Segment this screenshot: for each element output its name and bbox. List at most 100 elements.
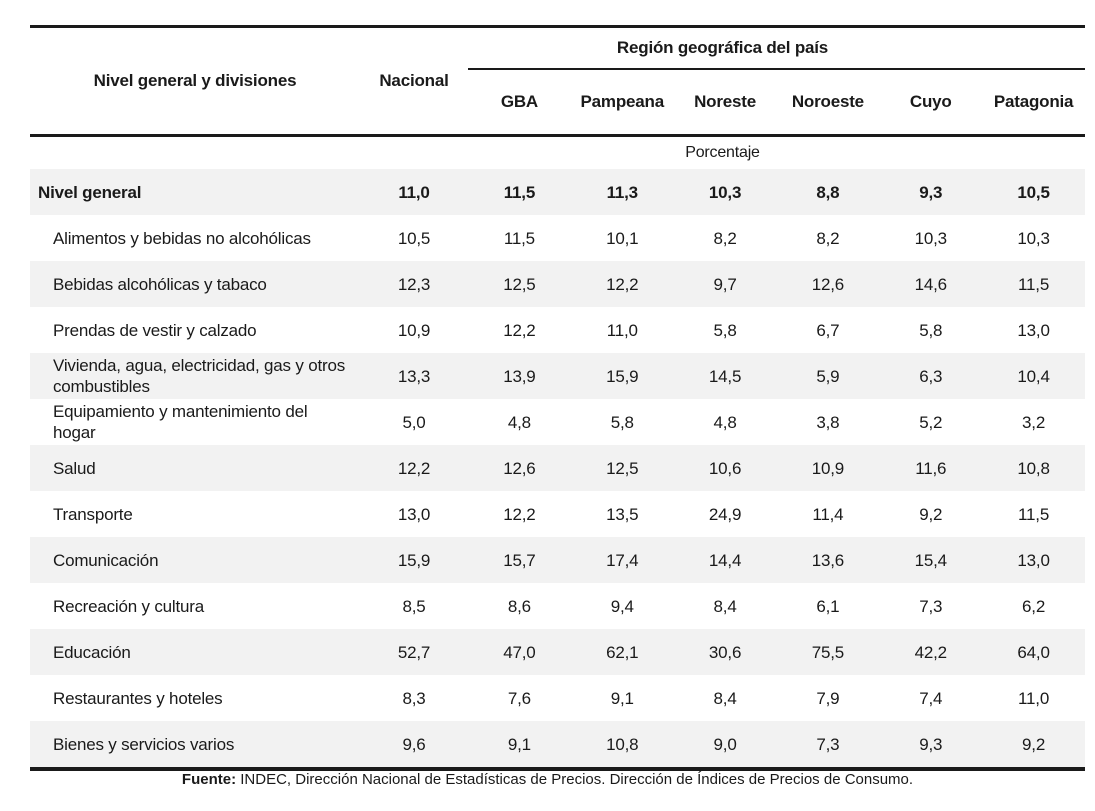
header-row-top: Nivel general y divisiones Nacional Regi…: [30, 25, 1085, 137]
value-cell: 3,8: [816, 412, 840, 432]
value-cell: 10,4: [982, 353, 1085, 399]
value-cell: 13,0: [397, 504, 431, 524]
value-cell: 11,6: [879, 445, 983, 491]
value-cell: 15,7: [468, 537, 571, 583]
table-row: Educación 52,7 47,0 62,1 30,6 75,5 42,2 64,0: [30, 629, 1085, 675]
value-cell: 4,8: [713, 412, 737, 432]
value-cell: 30,6: [673, 629, 777, 675]
value-cell: 11,5: [1018, 504, 1050, 524]
value-cell: 14,6: [879, 261, 983, 307]
value-cell: 9,2: [919, 504, 943, 524]
value-cell: 11,5: [503, 228, 535, 248]
value-cell: 8,6: [507, 596, 531, 616]
column-header-nacional: Nacional: [360, 25, 468, 137]
value-cell: 42,2: [879, 629, 983, 675]
value-cell: 15,9: [360, 537, 468, 583]
unit-row-spacer: [30, 136, 360, 170]
value-cell: 13,6: [776, 537, 880, 583]
value-cell: 14,4: [673, 537, 777, 583]
value-cell: 9,4: [610, 596, 634, 616]
value-cell: 9,1: [468, 721, 571, 771]
table-row: Bebidas alcohólicas y tabaco 12,3 12,5 12,2…: [30, 261, 1085, 307]
unit-label: Porcentaje: [685, 144, 760, 161]
value-cell: 10,5: [982, 169, 1085, 215]
table-row: Equipamiento y mantenimiento del hogar 5,…: [30, 399, 1085, 445]
row-label: Recreación y cultura: [53, 596, 204, 616]
header-row-regions: GBA Pampeana Noreste Noroeste Cuyo Patag…: [30, 69, 1085, 137]
value-cell: 9,6: [360, 721, 468, 771]
value-cell: 7,4: [919, 688, 943, 708]
value-cell: 12,2: [360, 445, 468, 491]
value-cell: 12,5: [570, 445, 674, 491]
table-row: Nivel general 11,0 11,5 11,3 10,3 8,8 9,3 10,5: [30, 169, 1085, 215]
value-cell: 10,3: [1017, 228, 1050, 248]
value-cell: 12,6: [776, 261, 880, 307]
value-cell: 5,0: [402, 412, 426, 432]
table-header: Nivel general y divisiones Nacional Regi…: [30, 25, 1085, 170]
value-cell: 7,6: [507, 688, 531, 708]
value-cell: 8,5: [402, 596, 426, 616]
value-cell: 10,9: [397, 320, 431, 340]
table-row: Recreación y cultura 8,5 8,6 9,4 8,4 6,1 7,3 6,…: [30, 583, 1085, 629]
column-group-region: Región geográfica del país: [468, 25, 1085, 70]
value-cell: 7,3: [776, 721, 880, 771]
value-cell: 12,2: [570, 261, 674, 307]
value-cell: 8,4: [713, 688, 737, 708]
value-cell: 17,4: [570, 537, 674, 583]
value-cell: 9,3: [879, 721, 983, 771]
value-cell: 13,9: [468, 353, 571, 399]
value-cell: 10,8: [570, 721, 674, 771]
row-label: Bienes y servicios varios: [30, 721, 360, 771]
value-cell: 7,3: [919, 596, 943, 616]
value-cell: 52,7: [360, 629, 468, 675]
value-cell: 24,9: [708, 504, 742, 524]
value-cell: 11,5: [982, 261, 1085, 307]
table-row: Restaurantes y hoteles 8,3 7,6 9,1 8,4 7,9 7,4…: [30, 675, 1085, 721]
table-body: Nivel general 11,0 11,5 11,3 10,3 8,8 9,3 10,5 A…: [30, 169, 1085, 771]
value-cell: 15,4: [879, 537, 983, 583]
value-cell: 11,4: [812, 504, 844, 524]
value-cell: 6,2: [1022, 596, 1046, 616]
row-label: Alimentos y bebidas no alcohólicas: [53, 228, 311, 248]
value-cell: 10,1: [606, 228, 639, 248]
value-cell: 12,6: [468, 445, 571, 491]
row-label: Transporte: [53, 504, 133, 524]
value-cell: 8,2: [816, 228, 840, 248]
value-cell: 9,0: [673, 721, 777, 771]
value-cell: 64,0: [982, 629, 1085, 675]
value-cell: 10,6: [673, 445, 777, 491]
column-header-patagonia: Patagonia: [982, 69, 1085, 137]
row-label: Equipamiento y mantenimiento del hogar: [53, 402, 308, 442]
value-cell: 11,0: [360, 169, 468, 215]
value-cell: 5,8: [610, 412, 634, 432]
value-cell: 13,0: [1017, 320, 1050, 340]
source-text: INDEC, Dirección Nacional de Estadística…: [236, 771, 914, 788]
value-cell: 11,5: [468, 169, 571, 215]
value-cell: 5,9: [776, 353, 880, 399]
row-label: Bebidas alcohólicas y tabaco: [30, 261, 360, 307]
value-cell: 47,0: [468, 629, 571, 675]
value-cell: 8,8: [776, 169, 880, 215]
value-cell: 10,3: [673, 169, 777, 215]
value-cell: 3,2: [1022, 412, 1046, 432]
table-row: Salud 12,2 12,6 12,5 10,6 10,9 11,6 10,8: [30, 445, 1085, 491]
table-row: Prendas de vestir y calzado 10,9 12,2 11,0 5…: [30, 307, 1085, 353]
column-header-cuyo: Cuyo: [879, 69, 983, 137]
table-row: Vivienda, agua, electricidad, gas y otro…: [30, 353, 1085, 399]
column-header-noreste: Noreste: [673, 69, 777, 137]
value-cell: 7,9: [816, 688, 840, 708]
value-cell: 8,2: [713, 228, 737, 248]
value-cell: 9,2: [982, 721, 1085, 771]
unit-row: Porcentaje: [30, 136, 1085, 170]
table-row: Comunicación 15,9 15,7 17,4 14,4 13,6 15,4 13,0: [30, 537, 1085, 583]
row-label: Vivienda, agua, electricidad, gas y otro…: [30, 353, 360, 399]
value-cell: 10,8: [982, 445, 1085, 491]
row-label: Nivel general: [30, 169, 360, 215]
value-cell: 9,3: [879, 169, 983, 215]
row-label: Salud: [30, 445, 360, 491]
value-cell: 9,1: [610, 688, 634, 708]
ipc-regional-table: Nivel general y divisiones Nacional Regi…: [30, 25, 1085, 771]
value-cell: 10,3: [914, 228, 947, 248]
value-cell: 8,3: [402, 688, 426, 708]
